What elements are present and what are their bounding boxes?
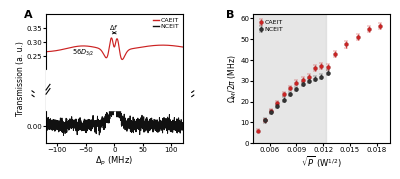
NCEIT: [59, 128, 64, 130]
Text: B: B: [226, 10, 234, 20]
Text: A: A: [24, 10, 33, 20]
CAEIT: [44, 51, 48, 53]
Text: $56D_{3/2}$: $56D_{3/2}$: [72, 47, 94, 58]
NCEIT: [61, 134, 66, 136]
X-axis label: $\Delta_p$ (MHz): $\Delta_p$ (MHz): [95, 155, 133, 168]
CAEIT: [67, 47, 72, 49]
NCEIT: [102, 120, 107, 122]
CAEIT: [102, 54, 107, 57]
NCEIT: [44, 118, 48, 120]
Y-axis label: Transmission (a. u.): Transmission (a. u.): [16, 41, 25, 116]
Y-axis label: $\Omega_M/2\pi$ (MHz): $\Omega_M/2\pi$ (MHz): [226, 54, 239, 103]
Text: $\Delta f$: $\Delta f$: [110, 23, 119, 32]
NCEIT: [96, 123, 101, 125]
CAEIT: [178, 45, 182, 48]
NCEIT: [113, 99, 118, 101]
X-axis label: $\sqrt{P}$ (W$^{1/2}$): $\sqrt{P}$ (W$^{1/2}$): [301, 155, 342, 170]
Line: NCEIT: NCEIT: [46, 100, 182, 135]
NCEIT: [180, 124, 185, 127]
CAEIT: [180, 46, 185, 48]
CAEIT: [59, 49, 64, 51]
CAEIT: [120, 59, 124, 61]
NCEIT: [67, 118, 72, 120]
CAEIT: [96, 47, 101, 49]
NCEIT: [178, 124, 182, 127]
Bar: [254, 14, 326, 143]
Legend: CAEIT, NCEIT: CAEIT, NCEIT: [258, 19, 284, 33]
CAEIT: [163, 44, 168, 46]
Bar: [46, 70, 182, 110]
Legend: CAEIT, NCEIT: CAEIT, NCEIT: [151, 16, 181, 31]
CAEIT: [109, 37, 114, 39]
Line: CAEIT: CAEIT: [46, 38, 182, 60]
NCEIT: [163, 126, 168, 128]
